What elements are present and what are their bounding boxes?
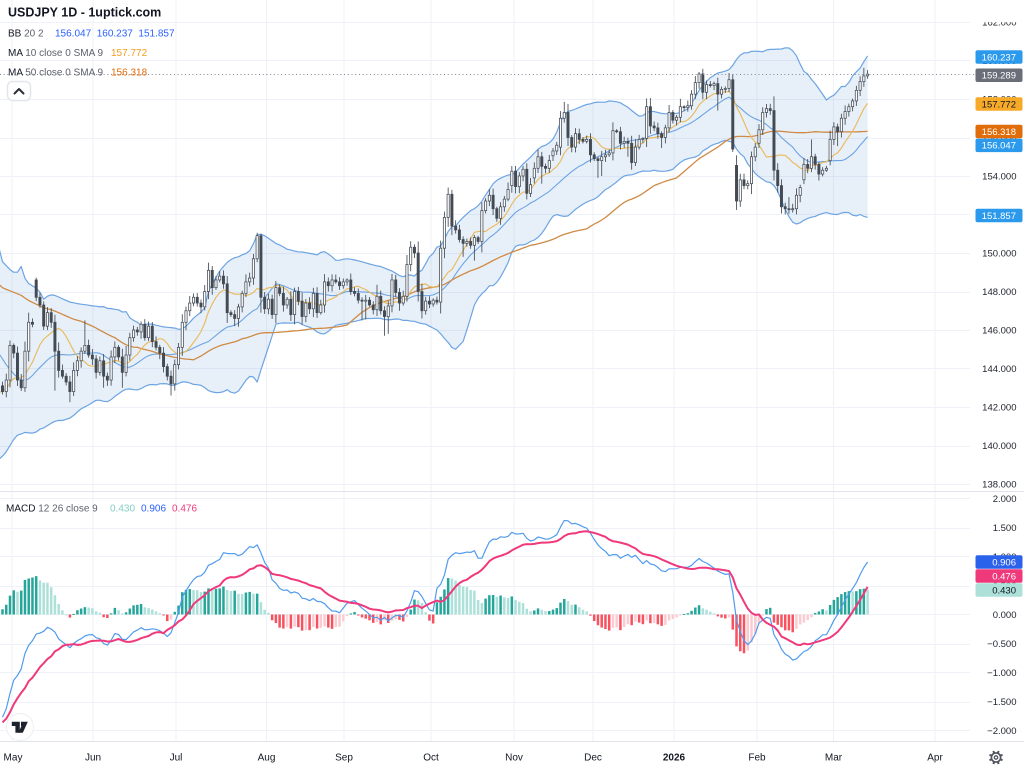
svg-text:USDJPY 1D - 1uptick.com: USDJPY 1D - 1uptick.com [8, 6, 161, 20]
svg-text:0.000: 0.000 [993, 610, 1017, 621]
svg-text:May: May [4, 753, 23, 764]
svg-text:144.000: 144.000 [982, 364, 1016, 375]
svg-text:Dec: Dec [584, 753, 602, 764]
svg-text:154.000: 154.000 [982, 171, 1016, 182]
svg-text:−0.500: −0.500 [987, 639, 1016, 650]
svg-text:148.000: 148.000 [982, 287, 1016, 298]
svg-text:156.000: 156.000 [982, 133, 1016, 144]
svg-text:146.000: 146.000 [982, 325, 1016, 336]
svg-text:0.906: 0.906 [141, 504, 166, 515]
svg-text:−1.000: −1.000 [987, 668, 1016, 679]
svg-text:156.318: 156.318 [111, 68, 148, 79]
svg-text:0.430: 0.430 [110, 504, 135, 515]
svg-text:156.318: 156.318 [982, 127, 1016, 138]
svg-text:0.906: 0.906 [992, 557, 1016, 568]
svg-text:−1.500: −1.500 [987, 697, 1016, 708]
svg-text:MACD 12 26 close 9: MACD 12 26 close 9 [6, 504, 98, 515]
svg-text:138.000: 138.000 [982, 479, 1016, 490]
svg-text:140.000: 140.000 [982, 441, 1016, 452]
svg-text:Oct: Oct [423, 753, 439, 764]
svg-text:Mar: Mar [825, 753, 843, 764]
svg-text:Sep: Sep [335, 753, 353, 764]
svg-text:Nov: Nov [505, 753, 523, 764]
svg-text:150.000: 150.000 [982, 248, 1016, 259]
svg-text:162.000: 162.000 [982, 17, 1016, 28]
svg-text:Feb: Feb [748, 753, 766, 764]
svg-text:−2.000: −2.000 [987, 726, 1016, 737]
svg-text:156.047: 156.047 [982, 141, 1016, 152]
svg-text:156.047 160.237 151.857: 156.047 160.237 151.857 [55, 29, 175, 40]
svg-text:BB 20 2: BB 20 2 [8, 29, 44, 40]
svg-text:1.500: 1.500 [993, 523, 1017, 534]
svg-text:157.772: 157.772 [982, 99, 1016, 110]
svg-text:MA 50 close 0 SMA 9: MA 50 close 0 SMA 9 [8, 68, 103, 79]
svg-text:0.476: 0.476 [992, 571, 1016, 582]
svg-text:159.289: 159.289 [982, 71, 1016, 82]
svg-text:2.000: 2.000 [993, 494, 1017, 505]
svg-text:142.000: 142.000 [982, 402, 1016, 413]
svg-text:157.772: 157.772 [111, 48, 148, 59]
svg-text:0.476: 0.476 [172, 504, 197, 515]
svg-text:Apr: Apr [927, 753, 943, 764]
svg-text:151.857: 151.857 [982, 211, 1016, 222]
svg-text:2026: 2026 [663, 753, 686, 764]
svg-text:0.430: 0.430 [992, 585, 1016, 596]
svg-text:160.237: 160.237 [982, 52, 1016, 63]
svg-text:Jun: Jun [85, 753, 101, 764]
svg-text:Jul: Jul [170, 753, 183, 764]
svg-text:Aug: Aug [258, 753, 276, 764]
svg-text:MA 10 close 0 SMA 9: MA 10 close 0 SMA 9 [8, 48, 103, 59]
